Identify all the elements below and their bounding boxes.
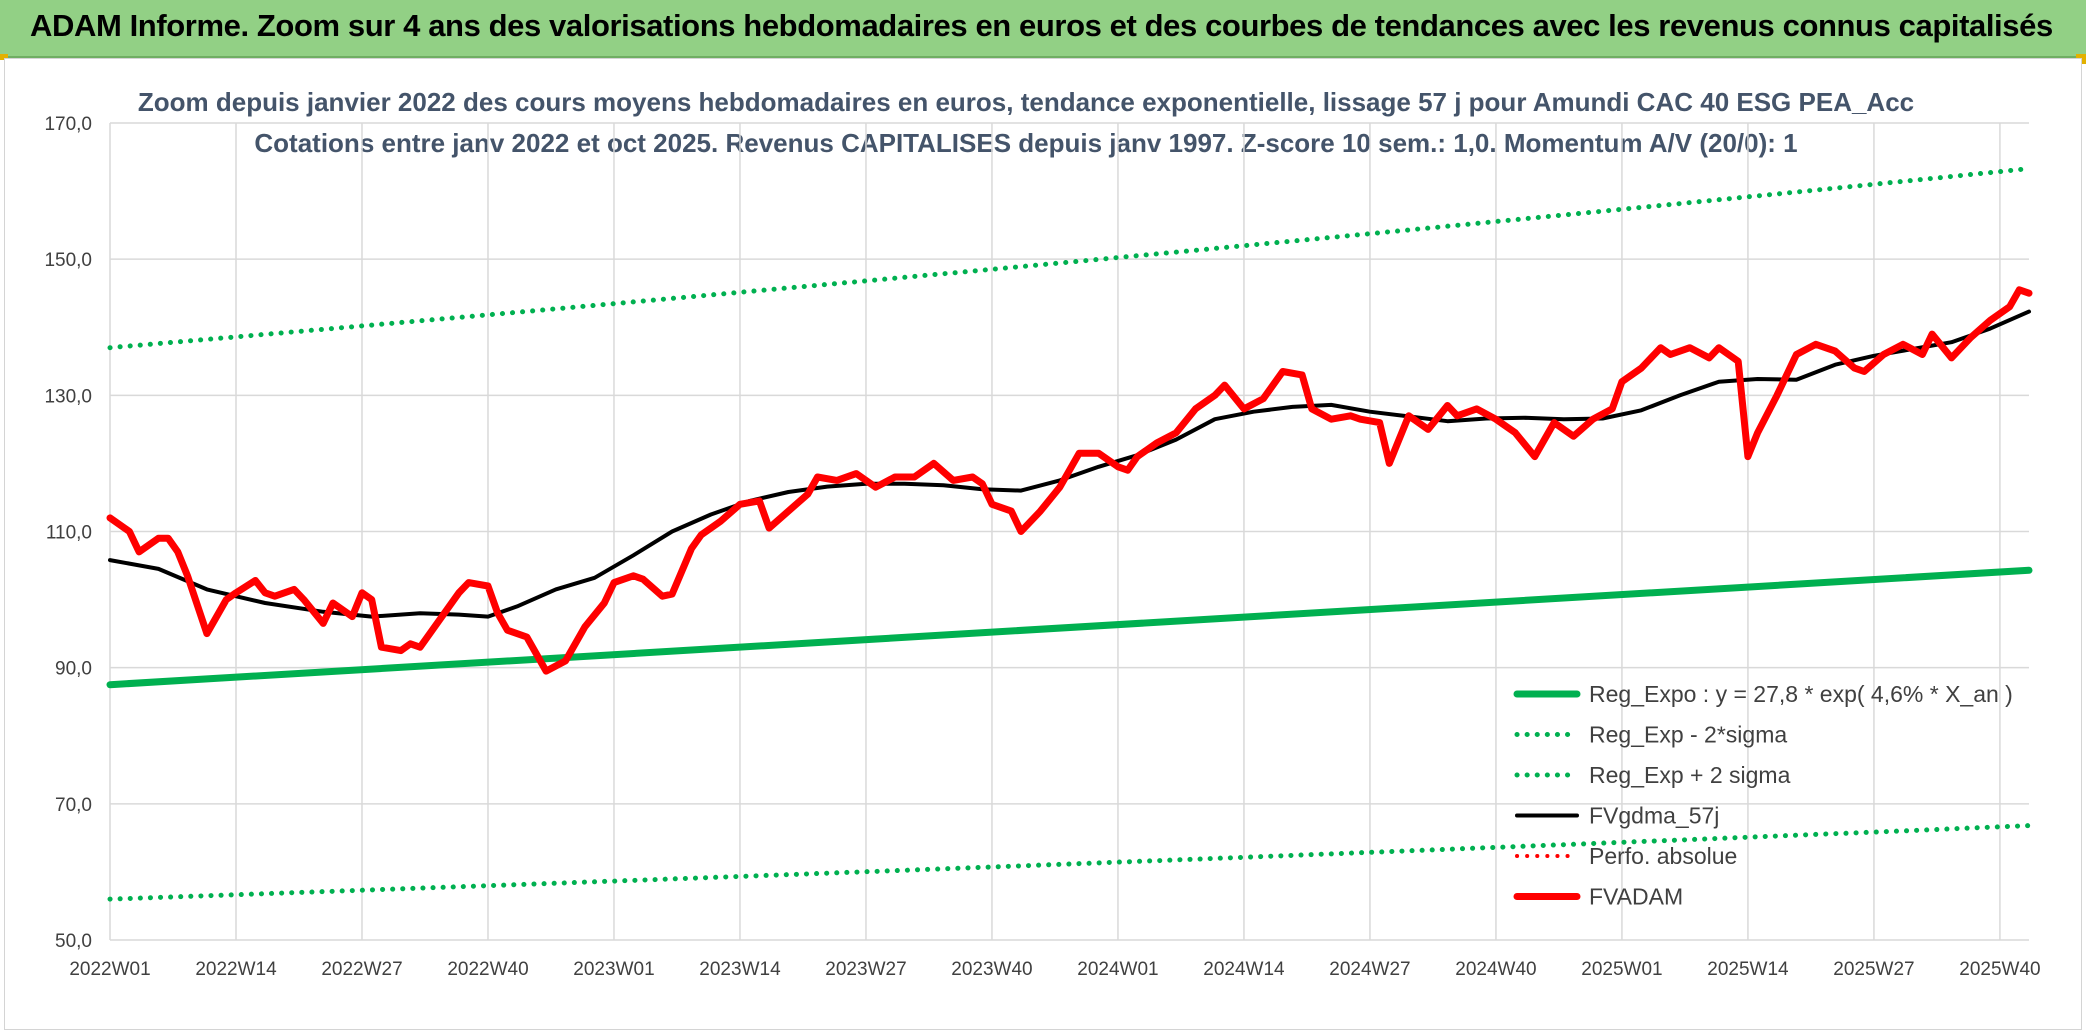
report-title: ADAM Informe. Zoom sur 4 ans des valoris…: [30, 8, 2053, 43]
legend-label: Reg_Exp - 2*sigma: [1589, 722, 1787, 748]
y-tick-label: 50,0: [55, 931, 92, 952]
y-tick-label: 70,0: [55, 795, 92, 816]
x-tick-label: 2022W01: [69, 959, 150, 980]
x-axis-ticks: 2022W01 2022W14 2022W27 2022W40 2023W01 2023W…: [69, 959, 2040, 980]
x-tick-label: 2024W01: [1077, 959, 1158, 980]
legend-label: FVADAM: [1589, 884, 1683, 910]
series-line-1: [107, 823, 2032, 902]
y-tick-label: 90,0: [55, 659, 92, 680]
series-lines: [106, 166, 2033, 902]
y-tick-label: 150,0: [44, 250, 92, 271]
grid-lines: [109, 122, 2029, 941]
y-tick-label: 130,0: [44, 386, 92, 407]
x-tick-label: 2024W40: [1455, 959, 1536, 980]
legend-label: Reg_Expo : y = 27,8 * exp( 4,6% * X_an ): [1589, 681, 2013, 707]
y-tick-label: 170,0: [44, 114, 92, 135]
x-tick-label: 2023W14: [699, 959, 781, 980]
x-tick-label: 2025W40: [1959, 959, 2040, 980]
chart-subtitle: Cotations entre janv 2022 et oct 2025. R…: [254, 128, 1797, 158]
report-header: ADAM Informe. Zoom sur 4 ans des valoris…: [0, 0, 2086, 58]
y-axis-ticks: 170,0 150,0 130,0 110,0 90,0 70,0 50,0: [44, 114, 92, 952]
x-tick-label: 2022W40: [447, 959, 528, 980]
series-line-3: [108, 309, 2031, 619]
series-line-2: [107, 166, 2032, 351]
series-line-5: [106, 286, 2033, 675]
legend-label: FVgdma_57j: [1589, 803, 1719, 829]
chart-title: Zoom depuis janvier 2022 des cours moyen…: [138, 87, 1914, 117]
x-tick-label: 2023W01: [573, 959, 654, 980]
legend-label: Perfo. absolue: [1589, 843, 1737, 869]
x-tick-label: 2023W27: [825, 959, 906, 980]
x-tick-label: 2022W27: [321, 959, 402, 980]
series-line-0: [106, 566, 2033, 689]
y-tick-label: 110,0: [46, 523, 92, 544]
x-tick-label: 2025W27: [1833, 959, 1914, 980]
x-tick-label: 2022W14: [195, 959, 277, 980]
legend-label: Reg_Exp + 2 sigma: [1589, 762, 1791, 788]
x-tick-label: 2024W27: [1329, 959, 1410, 980]
x-tick-label: 2025W14: [1707, 959, 1789, 980]
x-tick-label: 2024W14: [1203, 959, 1285, 980]
x-tick-label: 2025W01: [1581, 959, 1662, 980]
x-tick-label: 2023W40: [951, 959, 1032, 980]
corner-marker-left: [0, 54, 8, 60]
legend: Reg_Expo : y = 27,8 * exp( 4,6% * X_an )…: [1513, 681, 2013, 910]
chart-panel: Zoom depuis janvier 2022 des cours moyen…: [4, 58, 2082, 1030]
valuation-line-chart: Zoom depuis janvier 2022 des cours moyen…: [44, 87, 2040, 980]
